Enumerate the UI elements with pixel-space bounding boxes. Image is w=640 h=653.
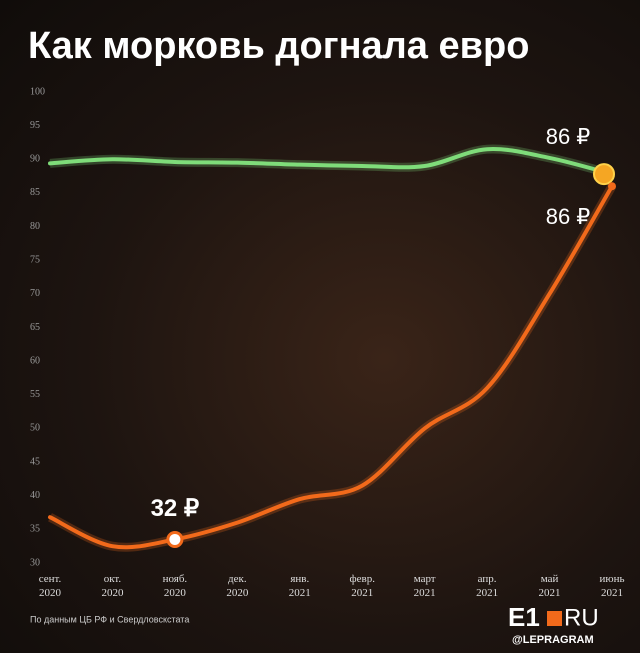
x-tick-label: февр. 2021 [349, 573, 375, 599]
y-tick-label: 50 [30, 423, 40, 434]
line [48, 184, 614, 550]
y-tick-label: 85 [30, 187, 40, 198]
annotation: 32 ₽ [151, 495, 200, 522]
point-marker [166, 530, 184, 548]
y-tick-label: 70 [30, 288, 40, 299]
annotation: 86 ₽ [546, 124, 591, 149]
y-tick-label: 55 [30, 389, 40, 400]
y-tick-label: 40 [30, 490, 40, 501]
y-tick-label: 100 [30, 86, 45, 97]
chart-title: Как морковь догнала евро [28, 25, 529, 67]
logo-e1: E1 [508, 602, 540, 632]
x-tick-label: окт. 2020 [101, 573, 124, 599]
line [48, 147, 614, 177]
y-tick-label: 65 [30, 322, 40, 333]
x-tick-label: июнь 2021 [599, 573, 625, 599]
x-tick-label: дек. 2020 [226, 573, 249, 599]
source: По данным ЦБ РФ и Свердловскстата [30, 614, 189, 624]
annotation: 86 ₽ [546, 204, 591, 229]
x-tick-label: нояб. 2020 [162, 573, 188, 599]
logo-square [547, 611, 562, 626]
logo-ru: RU [564, 604, 599, 631]
point-marker [593, 163, 615, 186]
x-tick-label: март 2021 [413, 573, 436, 599]
y-tick-label: 35 [30, 524, 40, 535]
x-tick-label: май 2021 [538, 573, 561, 599]
x-tick-label: сент. 2020 [38, 573, 62, 599]
y-tick-label: 60 [30, 355, 40, 366]
y-tick-label: 80 [30, 221, 40, 232]
y-tick-label: 90 [30, 154, 40, 165]
y-tick-label: 95 [30, 120, 40, 131]
y-tick-label: 45 [30, 456, 40, 467]
handle: @LEPRAGRAM [512, 634, 594, 646]
y-tick-label: 30 [30, 557, 40, 568]
point-marker [608, 182, 616, 191]
x-tick-label: апр. 2021 [476, 573, 499, 599]
x-tick-label: янв. 2021 [288, 573, 311, 599]
y-tick-label: 75 [30, 255, 40, 266]
